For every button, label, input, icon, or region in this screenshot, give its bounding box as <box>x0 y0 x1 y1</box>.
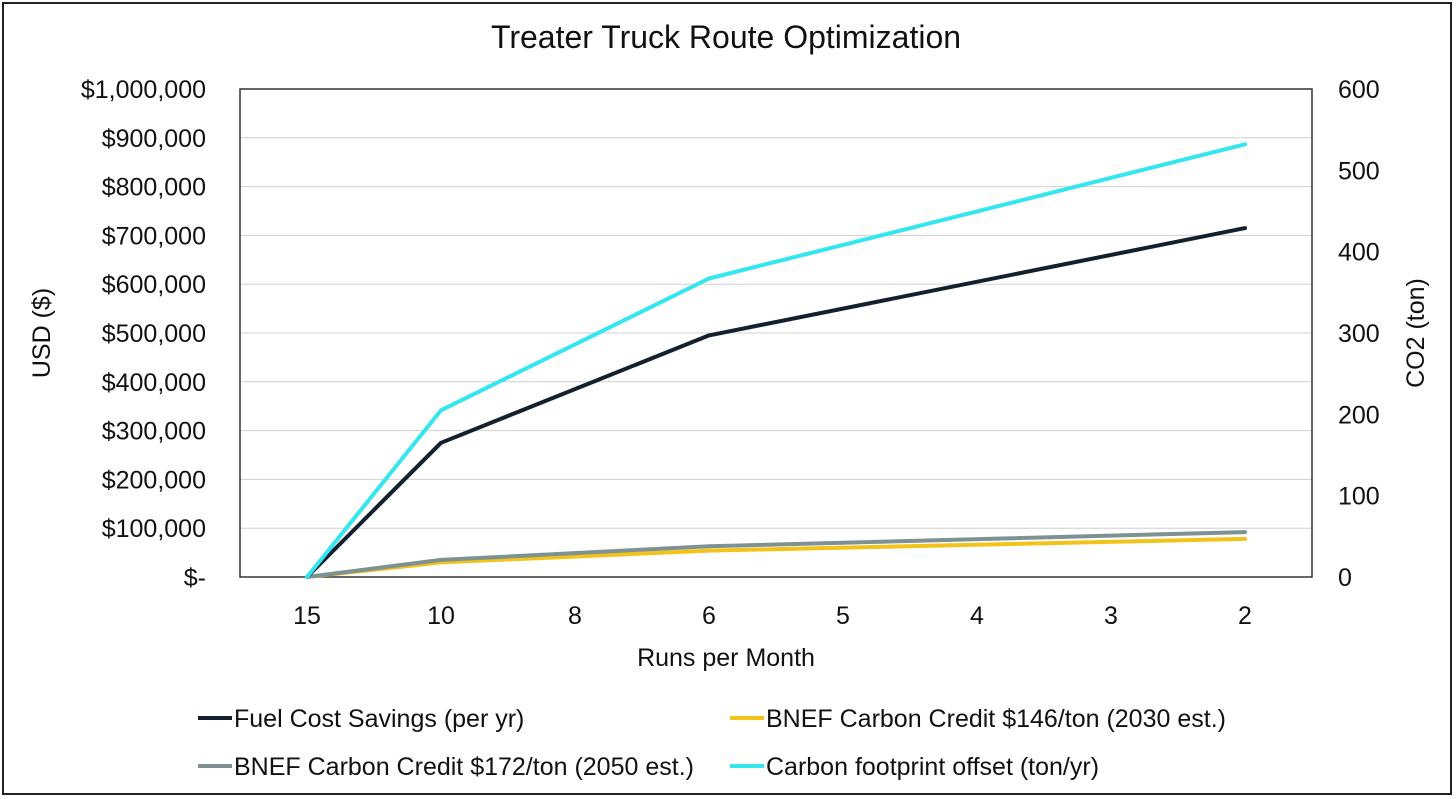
y-tick-label: $100,000 <box>102 515 206 543</box>
x-tick-label: 4 <box>970 602 984 630</box>
y2-tick-label: 300 <box>1338 320 1380 348</box>
y2-tick-label: 600 <box>1338 76 1380 104</box>
x-axis-title: Runs per Month <box>637 644 815 672</box>
y2-tick-label: 0 <box>1338 564 1352 592</box>
legend-label: Carbon footprint offset (ton/yr) <box>766 753 1099 781</box>
x-tick-label: 15 <box>293 602 321 630</box>
legend-label: BNEF Carbon Credit $172/ton (2050 est.) <box>234 753 694 781</box>
y-axis-ticks: $1,000,000 $900,000 $800,000 $700,000 $600,0… <box>81 76 206 592</box>
chart-title: Treater Truck Route Optimization <box>491 19 961 55</box>
gridlines <box>240 137 1312 529</box>
x-tick-label: 5 <box>836 602 850 630</box>
x-tick-label: 6 <box>702 602 716 630</box>
y-tick-label: $- <box>184 564 206 592</box>
y-tick-label: $600,000 <box>102 271 206 299</box>
x-tick-label: 8 <box>568 602 582 630</box>
x-tick-label: 2 <box>1238 602 1252 630</box>
y-tick-label: $900,000 <box>102 125 206 153</box>
legend-label: Fuel Cost Savings (per yr) <box>234 705 524 733</box>
y-tick-label: $500,000 <box>102 320 206 348</box>
y-tick-label: $200,000 <box>102 466 206 494</box>
y2-axis-ticks: 600 500 400 300 200 100 0 <box>1338 76 1380 592</box>
series-lines <box>305 142 1247 579</box>
y-tick-label: $700,000 <box>102 222 206 250</box>
series-line <box>305 530 1247 579</box>
legend-label: BNEF Carbon Credit $146/ton (2030 est.) <box>766 705 1226 733</box>
series-line <box>305 226 1247 579</box>
y-tick-label: $400,000 <box>102 369 206 397</box>
legend: Fuel Cost Savings (per yr) BNEF Carbon Cr… <box>198 705 1226 781</box>
y2-tick-label: 200 <box>1338 401 1380 429</box>
y2-tick-label: 100 <box>1338 483 1380 511</box>
y-axis-title: USD ($) <box>28 288 56 378</box>
y-tick-label: $1,000,000 <box>81 76 206 104</box>
x-tick-label: 10 <box>427 602 455 630</box>
x-tick-label: 3 <box>1104 602 1118 630</box>
y2-tick-label: 500 <box>1338 157 1380 185</box>
y2-tick-label: 400 <box>1338 239 1380 267</box>
series-line <box>305 142 1247 579</box>
plot-area <box>239 88 1313 578</box>
y-tick-label: $800,000 <box>102 174 206 202</box>
x-axis-ticks: 15 10 8 6 5 4 3 2 <box>293 602 1252 630</box>
y2-axis-title: CO2 (ton) <box>1402 278 1430 388</box>
y-tick-label: $300,000 <box>102 418 206 446</box>
